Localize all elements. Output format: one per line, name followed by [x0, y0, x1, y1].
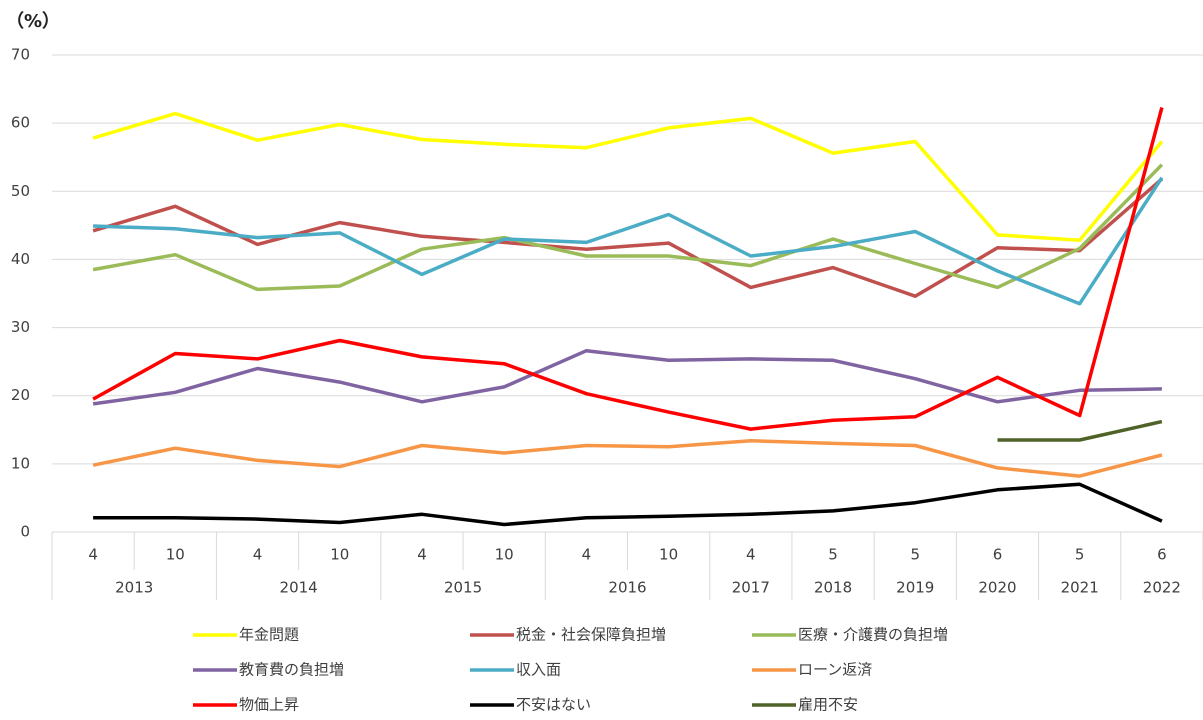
x-tick-label: 4: [417, 546, 427, 564]
x-tick-label: 10: [330, 546, 349, 564]
y-tick-label: 0: [20, 523, 30, 541]
x-tick-label: 6: [1157, 546, 1167, 564]
x-group-label: 2014: [280, 579, 318, 597]
x-group-label: 2022: [1143, 579, 1181, 597]
y-tick-label: 60: [11, 114, 30, 132]
legend-label: 年金問題: [239, 626, 299, 644]
series-line: [92, 348, 1162, 406]
x-tick-label: 4: [88, 546, 98, 564]
legend-label: 収入面: [516, 661, 561, 679]
y-tick-label: 40: [11, 250, 30, 268]
series-line: [92, 107, 1164, 431]
x-tick-label: 5: [1075, 546, 1085, 564]
legend-label: 不安はない: [516, 696, 591, 714]
x-group-label: 2013: [115, 579, 153, 597]
x-tick-label: 4: [582, 546, 592, 564]
y-tick-label: 20: [11, 386, 30, 404]
legend-label: 教育費の負担増: [239, 661, 344, 679]
legend-label: ローン返済: [798, 661, 872, 679]
y-tick-label: 10: [11, 454, 30, 472]
series-line: [92, 438, 1163, 478]
x-group-label: 2017: [732, 579, 770, 597]
x-tick-label: 10: [495, 546, 514, 564]
x-group-label: 2015: [444, 579, 482, 597]
y-unit-label: （%）: [6, 11, 60, 32]
x-tick-label: 10: [659, 546, 678, 564]
x-group-label: 2021: [1061, 579, 1099, 597]
x-group-label: 2016: [608, 579, 646, 597]
legend-label: 医療・介護費の負担増: [798, 626, 948, 644]
series-line: [93, 482, 1163, 527]
y-tick-label: 70: [11, 46, 30, 64]
legend-label: 物価上昇: [239, 696, 299, 714]
series-line: [92, 177, 1164, 298]
x-group-label: 2018: [814, 579, 852, 597]
series-line: [93, 176, 1164, 306]
x-tick-label: 4: [746, 546, 756, 564]
series-line: [92, 163, 1164, 292]
legend-label: 税金・社会保障負担増: [516, 626, 666, 644]
legend-label: 雇用不安: [798, 696, 858, 714]
x-tick-label: 5: [910, 546, 920, 564]
x-tick-label: 6: [993, 546, 1003, 564]
series-line: [92, 111, 1164, 243]
x-tick-label: 10: [166, 546, 185, 564]
series-line: [997, 419, 1163, 442]
x-group-label: 2019: [896, 579, 934, 597]
x-tick-label: 4: [253, 546, 263, 564]
y-tick-label: 50: [11, 182, 30, 200]
y-tick-label: 30: [11, 318, 30, 336]
x-group-label: 2020: [978, 579, 1016, 597]
x-tick-label: 5: [828, 546, 838, 564]
